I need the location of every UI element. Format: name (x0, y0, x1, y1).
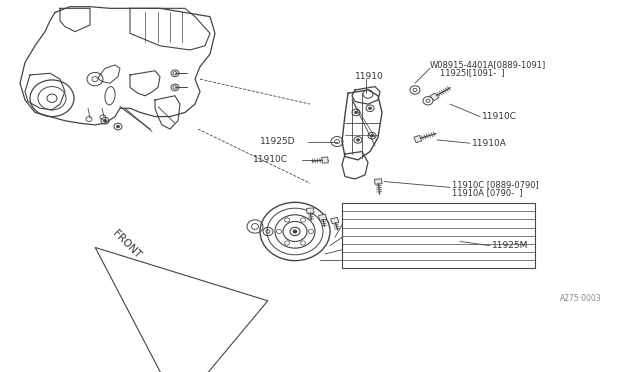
Polygon shape (430, 93, 439, 101)
Text: W08915-4401A[0889-1091]: W08915-4401A[0889-1091] (430, 60, 547, 70)
Text: 11925M: 11925M (492, 241, 529, 250)
Text: 11910: 11910 (355, 72, 384, 81)
Polygon shape (319, 214, 326, 220)
Polygon shape (322, 157, 328, 163)
Text: 11925I[1091-  ]: 11925I[1091- ] (440, 68, 504, 77)
Text: 11910C: 11910C (482, 112, 517, 121)
Polygon shape (414, 135, 422, 142)
Text: A275·0003: A275·0003 (560, 294, 602, 302)
Circle shape (104, 119, 106, 122)
Text: 11910C [0889-0790]: 11910C [0889-0790] (452, 180, 539, 189)
Circle shape (369, 107, 371, 109)
Text: 11910A [0790-  ]: 11910A [0790- ] (452, 188, 523, 197)
Polygon shape (307, 208, 314, 214)
Polygon shape (331, 217, 339, 224)
Bar (342, 203, 535, 268)
Circle shape (116, 125, 120, 128)
Text: 11925D: 11925D (260, 137, 296, 146)
Text: 11910C: 11910C (253, 155, 288, 164)
Circle shape (356, 139, 360, 141)
Text: FRONT: FRONT (111, 228, 143, 260)
Polygon shape (374, 179, 382, 184)
Circle shape (293, 230, 297, 233)
Circle shape (355, 111, 358, 114)
Text: 11910A: 11910A (472, 139, 507, 148)
Circle shape (371, 134, 374, 137)
